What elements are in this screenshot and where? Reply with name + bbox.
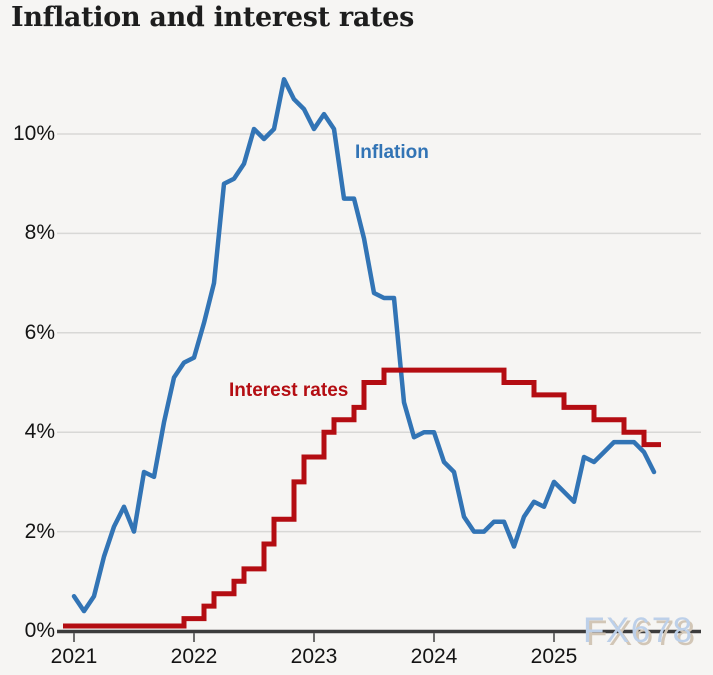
y-axis-label-2pct: 2% [24,519,55,543]
inflation-line [71,77,657,614]
y-axis-label-6pct: 6% [24,320,55,344]
inflation-series-label: Inflation [355,142,429,163]
y-axis-label-4pct: 4% [24,420,55,444]
x-axis-label-2022: 2022 [170,645,218,668]
x-axis-label-2023: 2023 [290,645,338,668]
x-axis-label-2021: 2021 [50,645,98,668]
y-axis-label-0pct: 0% [24,619,55,642]
watermark: FX678 [583,611,694,650]
y-axis-label-10pct: 10% [12,122,55,145]
interest-rates-series-label: Interest rates [229,380,349,401]
y-axis-label-8pct: 8% [24,221,55,245]
interest-rate-line [63,367,661,629]
chart-title: Inflation and interest rates [11,2,414,33]
x-axis-label-2024: 2024 [410,645,458,668]
x-axis-label-2025: 2025 [530,645,578,668]
